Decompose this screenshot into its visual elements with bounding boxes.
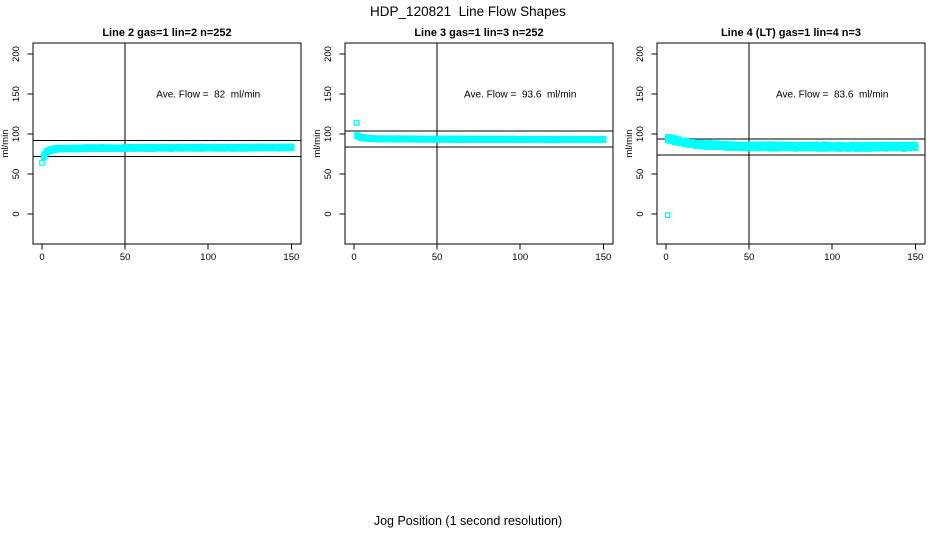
y-tick-label: 100 (323, 126, 334, 142)
panel-title: Line 2 gas=1 lin=2 n=252 (102, 27, 231, 39)
x-tick-label: 0 (663, 252, 668, 263)
data-point (912, 141, 919, 148)
figure-title: HDP_120821 Line Flow Shapes (370, 4, 566, 19)
plot-box (32, 42, 302, 245)
data-points (39, 143, 295, 166)
ave-flow-annotation: Ave. Flow = 82 ml/min (156, 90, 260, 101)
x-tick-label: 50 (744, 252, 755, 263)
x-axis-label: Jog Position (1 second resolution) (373, 514, 563, 528)
ave-flow-annotation: Ave. Flow = 93.6 ml/min (464, 90, 576, 101)
outlier-point (353, 119, 360, 126)
y-tick-label: 200 (323, 46, 334, 62)
y-tick-label: 50 (635, 169, 646, 180)
x-tick-label: 150 (595, 252, 611, 263)
x-tick-label: 0 (39, 252, 44, 263)
panel-plot: Line 2 gas=1 lin=2 n=252 0 50 100 150 200 ml/m… (0, 27, 302, 263)
panel-line2: Line 2 gas=1 lin=2 n=252 0 50 100 150 200 ml/m… (0, 20, 312, 320)
panel-line3: Line 3 gas=1 lin=3 n=252 0 50 100 150 200 ml/m… (312, 20, 624, 320)
y-tick-label: 100 (635, 126, 646, 142)
ave-flow-annotation: Ave. Flow = 83.6 ml/min (776, 90, 888, 101)
x-tick-label: 150 (283, 252, 299, 263)
y-tick-label: 200 (11, 46, 22, 62)
data-point (600, 135, 607, 142)
data-points (353, 119, 607, 144)
y-axis-title: ml/min (0, 130, 11, 158)
y-tick-label: 100 (11, 126, 22, 142)
x-tick-label: 0 (351, 252, 356, 263)
y-tick-label: 200 (635, 46, 646, 62)
outlier-point (664, 212, 671, 219)
x-tick-label: 100 (824, 252, 840, 263)
x-tick-label: 50 (120, 252, 131, 263)
panel-line4: Line 4 (LT) gas=1 lin=4 n=3 0 50 100 150 200 m… (624, 20, 936, 320)
data-points (664, 134, 919, 219)
y-tick-label: 150 (323, 86, 334, 102)
panel-title: Line 3 gas=1 lin=3 n=252 (414, 27, 543, 39)
y-tick-label: 0 (323, 211, 334, 216)
y-axis-title: ml/min (624, 130, 635, 158)
plot-box (656, 42, 926, 245)
y-tick-label: 50 (323, 169, 334, 180)
panel-plot: Line 3 gas=1 lin=3 n=252 0 50 100 150 200 ml/m… (312, 27, 614, 263)
x-tick-label: 150 (907, 252, 923, 263)
outlier-point (39, 159, 45, 166)
y-axis-title: ml/min (312, 130, 323, 158)
x-tick-label: 100 (512, 252, 528, 263)
x-tick-label: 50 (432, 252, 443, 263)
panel-title: Line 4 (LT) gas=1 lin=4 n=3 (721, 27, 861, 39)
plot-box (344, 42, 614, 245)
x-tick-label: 100 (200, 252, 216, 263)
y-tick-label: 150 (11, 86, 22, 102)
data-point (288, 143, 295, 150)
panel-plot: Line 4 (LT) gas=1 lin=4 n=3 0 50 100 150 200 m… (624, 27, 926, 263)
y-tick-label: 0 (11, 211, 22, 216)
y-tick-label: 150 (635, 86, 646, 102)
y-tick-label: 0 (635, 211, 646, 216)
y-tick-label: 50 (11, 169, 22, 180)
